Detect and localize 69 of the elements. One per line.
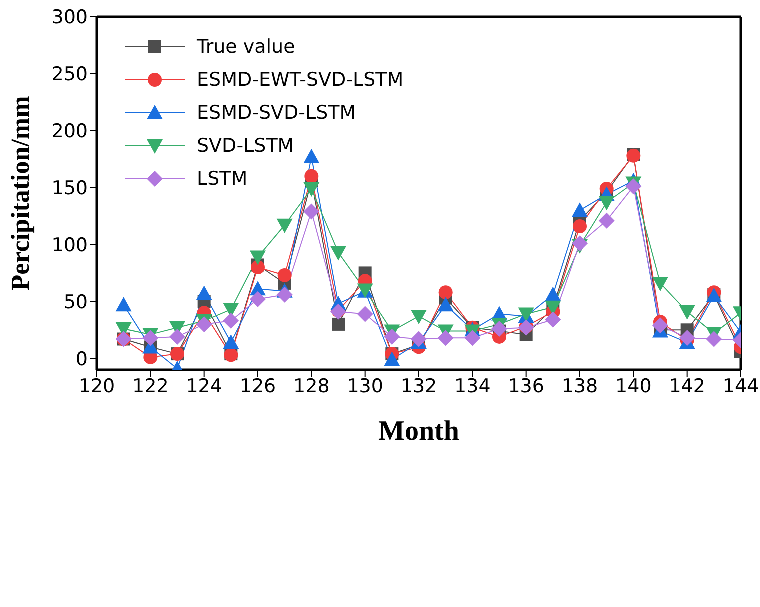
x-tick-label: 132 [400, 375, 438, 398]
x-axis-title: Month [378, 416, 460, 447]
point [464, 330, 481, 346]
point [250, 291, 266, 308]
point [223, 334, 240, 350]
point [223, 313, 240, 330]
x-tick-label: 138 [562, 375, 598, 398]
point [679, 305, 696, 320]
point [411, 310, 427, 324]
y-tick-label: 300 [52, 6, 88, 29]
point [679, 330, 696, 346]
y-axis-title: Percipitation/mm [6, 96, 36, 291]
y-tick-label: 50 [64, 291, 88, 314]
y-tick-label: 100 [52, 234, 88, 256]
point [304, 204, 320, 220]
point [357, 306, 374, 322]
point [196, 316, 212, 332]
point [116, 297, 132, 312]
x-tick-label: 124 [186, 375, 222, 398]
legend-label: True value [197, 36, 296, 58]
x-tick-label: 128 [294, 375, 330, 398]
legend-label: SVD-LSTM [197, 134, 294, 156]
y-tick-label: 200 [52, 120, 88, 143]
point [626, 178, 642, 195]
x-tick-label: 142 [669, 375, 706, 398]
point [572, 202, 588, 218]
point [170, 328, 186, 345]
point [572, 236, 588, 252]
point [598, 196, 615, 211]
point [438, 297, 454, 312]
point [706, 331, 722, 348]
point [384, 352, 400, 366]
point [411, 331, 427, 348]
legend-label: ESMD-SVD-LSTM [197, 102, 356, 124]
x-tick-label: 136 [508, 375, 544, 398]
point [251, 260, 265, 275]
point [304, 169, 319, 184]
y-tick-label: 250 [52, 64, 88, 86]
x-tick-label: 126 [240, 375, 276, 398]
legend-label: ESMD-EWT-SVD-LSTM [197, 68, 404, 90]
point [332, 318, 345, 331]
point [304, 149, 320, 164]
x-tick-label: 144 [722, 375, 760, 398]
y-tick-label: 0 [76, 348, 88, 370]
x-tick-label: 122 [132, 375, 169, 398]
point [384, 328, 400, 345]
x-tick-label: 120 [78, 375, 116, 398]
point [492, 321, 508, 338]
point [573, 220, 587, 234]
point [652, 318, 668, 334]
point [304, 182, 320, 197]
point [196, 286, 212, 300]
point [330, 246, 346, 261]
point [545, 286, 562, 302]
point [276, 218, 293, 234]
y-tick-label: 150 [52, 178, 88, 200]
x-tick-label: 140 [616, 375, 652, 398]
x-tick-label: 130 [347, 375, 384, 398]
x-tick-label: 134 [454, 375, 491, 398]
point [598, 212, 615, 229]
legend-label: LSTM [197, 168, 248, 190]
point [545, 312, 562, 328]
point [438, 330, 454, 346]
point [438, 286, 453, 300]
point [250, 250, 266, 266]
point [652, 276, 668, 292]
point [276, 286, 293, 303]
point [142, 330, 159, 346]
point [278, 268, 292, 282]
